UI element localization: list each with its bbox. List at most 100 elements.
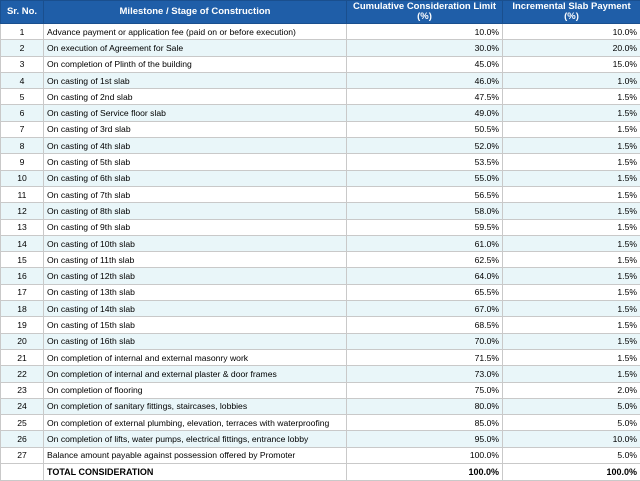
cumulative-limit-cell: 64.0% [347,268,503,284]
header-row: Sr. No. Milestone / Stage of Constructio… [1,1,640,24]
milestone-cell: On casting of 2nd slab [44,89,347,105]
milestone-cell: On execution of Agreement for Sale [44,40,347,56]
milestone-cell: On casting of 7th slab [44,186,347,202]
cumulative-limit-cell: 85.0% [347,415,503,431]
incremental-payment-cell: 10.0% [503,24,640,40]
incremental-payment-cell: 1.5% [503,121,640,137]
incremental-payment-cell: 1.0% [503,72,640,88]
total-label: TOTAL CONSIDERATION [44,464,347,481]
cumulative-limit-cell: 47.5% [347,89,503,105]
milestone-cell: On casting of 13th slab [44,284,347,300]
sr-no-cell: 5 [1,89,44,105]
cumulative-limit-cell: 55.0% [347,170,503,186]
sr-no-cell: 8 [1,138,44,154]
incremental-payment-cell: 15.0% [503,56,640,72]
cumulative-limit-cell: 50.5% [347,121,503,137]
cumulative-limit-cell: 52.0% [347,138,503,154]
milestone-cell: On casting of 12th slab [44,268,347,284]
sr-no-cell: 1 [1,24,44,40]
incremental-payment-cell: 5.0% [503,398,640,414]
header-incremental-payment: Incremental Slab Payment (%) [503,1,640,24]
incremental-payment-cell: 1.5% [503,170,640,186]
milestone-cell: On completion of external plumbing, elev… [44,415,347,431]
total-row: TOTAL CONSIDERATION 100.0% 100.0% [1,464,640,481]
cumulative-limit-cell: 46.0% [347,72,503,88]
incremental-payment-cell: 1.5% [503,284,640,300]
header-sr-no: Sr. No. [1,1,44,24]
cumulative-limit-cell: 10.0% [347,24,503,40]
cumulative-limit-cell: 75.0% [347,382,503,398]
cumulative-limit-cell: 95.0% [347,431,503,447]
cumulative-limit-cell: 30.0% [347,40,503,56]
milestone-cell: On casting of 3rd slab [44,121,347,137]
cumulative-limit-cell: 62.5% [347,252,503,268]
incremental-payment-cell: 1.5% [503,301,640,317]
incremental-payment-cell: 1.5% [503,349,640,365]
sr-no-cell: 4 [1,72,44,88]
cumulative-limit-cell: 68.5% [347,317,503,333]
header-milestone: Milestone / Stage of Construction [44,1,347,24]
cumulative-limit-cell: 73.0% [347,366,503,382]
total-incremental: 100.0% [503,464,640,481]
milestone-cell: Advance payment or application fee (paid… [44,24,347,40]
cumulative-limit-cell: 49.0% [347,105,503,121]
cumulative-limit-cell: 61.0% [347,235,503,251]
milestone-cell: On casting of 4th slab [44,138,347,154]
cumulative-limit-cell: 59.5% [347,219,503,235]
cumulative-limit-cell: 56.5% [347,186,503,202]
sr-no-cell: 27 [1,447,44,463]
incremental-payment-cell: 1.5% [503,89,640,105]
cumulative-limit-cell: 71.5% [347,349,503,365]
incremental-payment-cell: 1.5% [503,366,640,382]
sr-no-cell: 26 [1,431,44,447]
header-cumulative-limit: Cumulative Consideration Limit (%) [347,1,503,24]
milestone-cell: On completion of Plinth of the building [44,56,347,72]
sr-no-cell: 10 [1,170,44,186]
incremental-payment-cell: 1.5% [503,154,640,170]
sr-no-cell: 19 [1,317,44,333]
sr-no-cell: 14 [1,235,44,251]
cumulative-limit-cell: 45.0% [347,56,503,72]
milestone-cell: On completion of sanitary fittings, stai… [44,398,347,414]
sr-no-cell: 20 [1,333,44,349]
milestone-cell: On completion of internal and external m… [44,349,347,365]
incremental-payment-cell: 2.0% [503,382,640,398]
sr-no-cell: 23 [1,382,44,398]
milestone-cell: On completion of internal and external p… [44,366,347,382]
sr-no-cell: 21 [1,349,44,365]
milestone-cell: On casting of 9th slab [44,219,347,235]
sr-no-cell: 16 [1,268,44,284]
sr-no-cell: 18 [1,301,44,317]
incremental-payment-cell: 5.0% [503,415,640,431]
total-sr [1,464,44,481]
sr-no-cell: 22 [1,366,44,382]
incremental-payment-cell: 20.0% [503,40,640,56]
sr-no-cell: 17 [1,284,44,300]
milestone-cell: On casting of 10th slab [44,235,347,251]
cumulative-limit-cell: 53.5% [347,154,503,170]
incremental-payment-cell: 5.0% [503,447,640,463]
milestone-cell: On casting of 16th slab [44,333,347,349]
cumulative-limit-cell: 70.0% [347,333,503,349]
milestone-cell: On completion of lifts, water pumps, ele… [44,431,347,447]
milestone-cell: On casting of 15th slab [44,317,347,333]
sr-no-cell: 11 [1,186,44,202]
